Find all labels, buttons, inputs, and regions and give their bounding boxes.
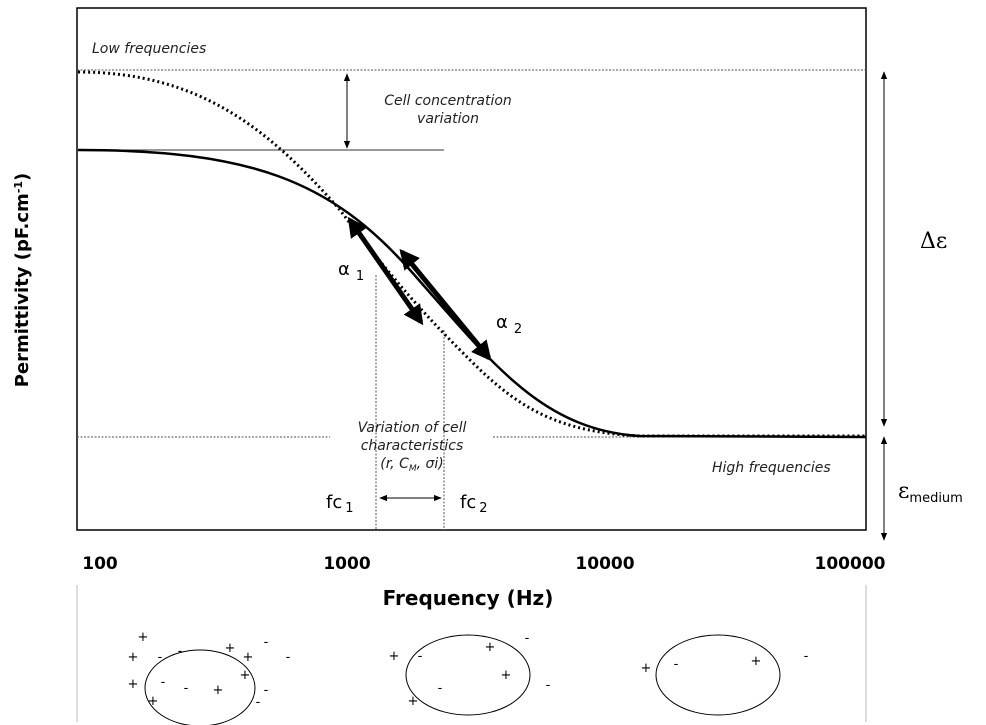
subscript: 1	[345, 501, 353, 516]
charge-sign: +	[240, 668, 251, 683]
symbol: α	[338, 259, 350, 280]
charge-sign: +	[213, 683, 224, 698]
charge-sign: +	[485, 640, 496, 655]
subscript: 2	[479, 501, 487, 516]
symbol: ε	[898, 479, 909, 504]
fc2-label: fc 2	[460, 492, 488, 516]
solid-curve	[77, 148, 867, 439]
fc1-label: fc 1	[326, 492, 354, 516]
text: )	[12, 173, 33, 181]
charge-sign: +	[389, 649, 400, 664]
plot-frame	[76, 7, 867, 531]
delta-label: Δε	[920, 229, 947, 254]
charge-sign: +	[501, 668, 512, 683]
subscript: medium	[909, 491, 962, 506]
charge-sign: +	[148, 694, 159, 709]
alpha2-arrow	[399, 248, 492, 362]
charge-sign: -	[256, 695, 261, 710]
charge-sign: +	[641, 661, 652, 676]
variation-label: characteristics	[361, 438, 464, 454]
cell	[144, 649, 256, 725]
charge-sign: +	[225, 641, 236, 656]
charge-sign: -	[804, 649, 809, 664]
x-axis-title: Frequency (Hz)	[383, 586, 554, 610]
cell	[405, 634, 531, 716]
x-tick-label: 100	[82, 554, 118, 574]
concentration-label: variation	[417, 111, 479, 127]
text: fc	[460, 492, 476, 513]
charge-sign: +	[128, 650, 139, 665]
text: Permittivity (pF.cm	[12, 193, 33, 387]
cell	[655, 634, 781, 716]
text: fc	[326, 492, 342, 513]
symbol: α	[496, 312, 508, 333]
charge-sign: -	[438, 681, 443, 696]
x-tick-label: 10000	[575, 554, 634, 574]
subscript: 2	[514, 322, 522, 337]
x-tick-label: 1000	[323, 554, 370, 574]
subscript: M	[409, 464, 417, 474]
variation-label: Variation of cell	[358, 420, 467, 436]
x-tick-label: 100000	[815, 554, 886, 574]
charge-sign: +	[243, 650, 254, 665]
concentration-label: Cell concentration	[384, 93, 512, 109]
charge-sign: -	[184, 681, 189, 696]
charge-sign: -	[161, 675, 166, 690]
subscript: 1	[356, 269, 364, 284]
medium-label: εmedium	[898, 479, 963, 506]
charge-sign: -	[264, 635, 269, 650]
charge-sign: -	[286, 650, 291, 665]
low-label: Low frequencies	[92, 41, 206, 57]
charge-sign: -	[546, 678, 551, 693]
charge-sign: -	[264, 683, 269, 698]
variation-label: (r, CM, σi)	[380, 456, 444, 474]
charge-sign: -	[674, 657, 679, 672]
charge-sign: +	[138, 630, 149, 645]
charge-sign: +	[751, 654, 762, 669]
charge-sign: -	[158, 650, 163, 665]
charge-sign: +	[128, 677, 139, 692]
superscript: -1	[12, 181, 25, 193]
high-label: High frequencies	[712, 460, 831, 476]
charge-sign: -	[178, 644, 183, 659]
charge-sign: +	[408, 694, 419, 709]
charge-sign: -	[525, 631, 530, 646]
y-axis-title: Permittivity (pF.cm-1)	[12, 173, 33, 388]
charge-sign: -	[418, 649, 423, 664]
text: , σi)	[417, 456, 444, 472]
text: (r, C	[380, 456, 409, 472]
